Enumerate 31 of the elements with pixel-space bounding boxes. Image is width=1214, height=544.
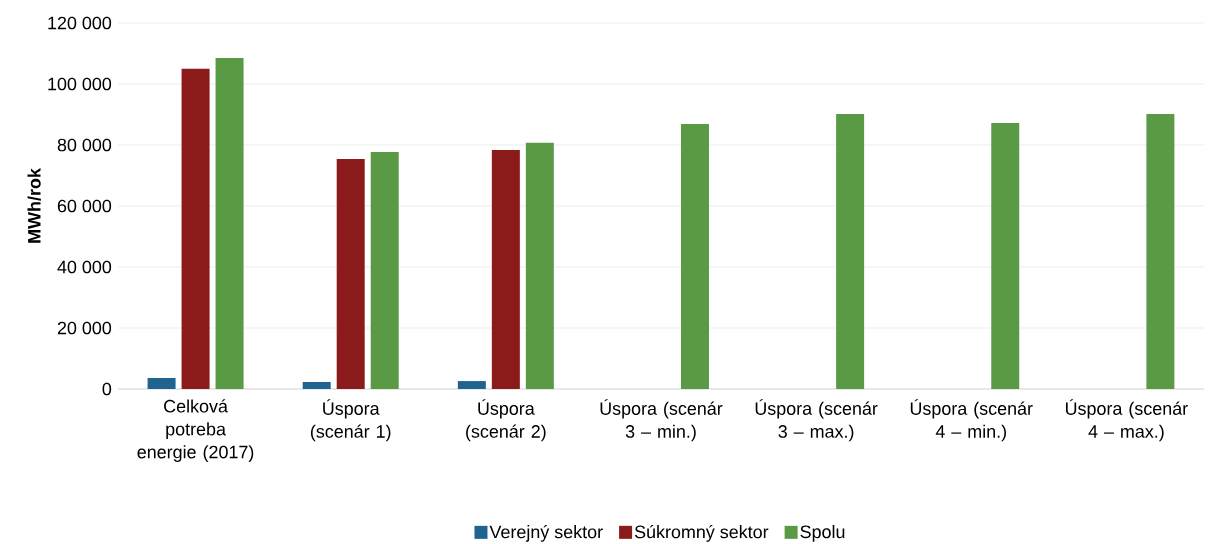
bar: [370, 152, 399, 389]
x-tick-label: Úspora (scenár 2): [466, 399, 546, 442]
y-axis-title: MWh/rok: [27, 168, 41, 243]
bar: [680, 123, 709, 389]
x-tick-label: Celková potreba energie (2017): [137, 399, 254, 462]
y-tick-label: 0: [102, 382, 112, 396]
y-tick-label: 20 000: [57, 321, 112, 335]
bar: [836, 113, 865, 389]
bar: [491, 149, 520, 389]
bar: [457, 381, 486, 389]
bar: [181, 68, 210, 389]
y-tick-label: 120 000: [48, 16, 112, 30]
x-tick-label: Úspora (scenár 3 – min.): [600, 399, 723, 442]
x-tick-label: Úspora (scenár 4 – max.): [1065, 399, 1188, 442]
bar: [147, 378, 176, 389]
legend-label: Spolu: [800, 524, 845, 542]
x-tick-label: Úspora (scenár 1): [310, 399, 391, 442]
y-tick-label: 40 000: [57, 260, 112, 274]
y-tick-label: 100 000: [48, 77, 112, 91]
legend-label: Verejný sektor: [489, 524, 603, 542]
bar: [302, 381, 331, 389]
bar: [991, 123, 1020, 389]
x-tick-label: Úspora (scenár 3 – max.): [755, 399, 878, 442]
bar: [215, 58, 244, 389]
legend-label: Súkromný sektor: [634, 524, 769, 542]
bar: [525, 142, 554, 389]
y-tick-label: 60 000: [57, 199, 112, 213]
x-tick-label: Úspora (scenár 4 – min.): [910, 399, 1033, 442]
y-tick-label: 80 000: [57, 138, 112, 152]
bar: [1146, 113, 1175, 389]
bar: [336, 159, 365, 389]
